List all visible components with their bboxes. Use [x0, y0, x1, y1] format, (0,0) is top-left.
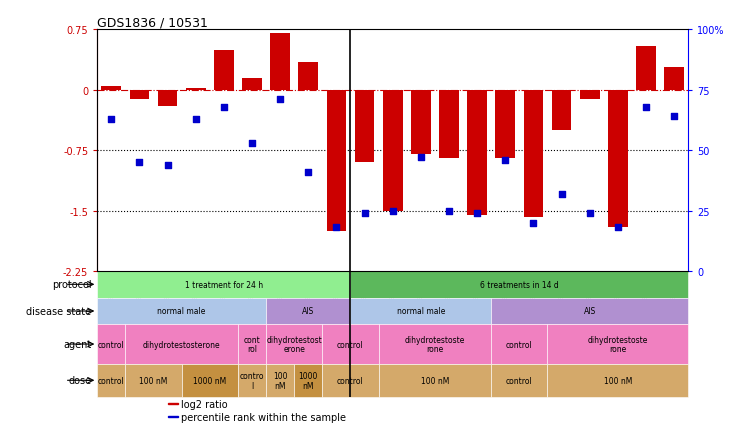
- Text: dihydrotestoste
rone: dihydrotestoste rone: [588, 335, 648, 354]
- Point: [190, 116, 202, 123]
- Text: control: control: [98, 376, 125, 385]
- Point: [443, 207, 455, 214]
- Bar: [126, 325, 238, 364]
- Point: [331, 224, 343, 231]
- Bar: [468, 91, 487, 215]
- Text: control: control: [98, 340, 125, 349]
- Text: protocol: protocol: [52, 279, 91, 289]
- Point: [275, 97, 286, 104]
- Bar: [378, 364, 491, 397]
- Text: 1 treatment for 24 h: 1 treatment for 24 h: [185, 280, 263, 289]
- Bar: [126, 364, 182, 397]
- Point: [133, 159, 145, 166]
- Text: control: control: [337, 376, 364, 385]
- Bar: [97, 271, 351, 298]
- Bar: [491, 325, 548, 364]
- Bar: [186, 89, 206, 91]
- Text: 1000
nM: 1000 nM: [298, 371, 318, 390]
- Point: [527, 220, 539, 227]
- Point: [105, 116, 117, 123]
- Bar: [580, 91, 599, 100]
- Point: [218, 104, 230, 111]
- Bar: [238, 364, 266, 397]
- Text: AIS: AIS: [302, 307, 314, 316]
- Text: 1000 nM: 1000 nM: [193, 376, 227, 385]
- Text: 100
nM: 100 nM: [273, 371, 287, 390]
- Text: control: control: [506, 376, 533, 385]
- Text: 6 treatments in 14 d: 6 treatments in 14 d: [480, 280, 559, 289]
- Bar: [266, 325, 322, 364]
- Point: [556, 191, 568, 198]
- Point: [668, 114, 680, 121]
- Point: [246, 140, 258, 147]
- Bar: [97, 364, 126, 397]
- Bar: [182, 364, 238, 397]
- Bar: [266, 298, 351, 325]
- Point: [302, 169, 314, 176]
- Text: dose: dose: [68, 375, 91, 385]
- Point: [471, 210, 483, 217]
- Point: [358, 210, 370, 217]
- Bar: [355, 91, 375, 163]
- Text: GDS1836 / 10531: GDS1836 / 10531: [97, 16, 208, 29]
- Bar: [129, 91, 150, 100]
- Bar: [298, 62, 318, 91]
- Text: 100 nM: 100 nM: [604, 376, 632, 385]
- Text: normal male: normal male: [158, 307, 206, 316]
- Text: cont
rol: cont rol: [244, 335, 260, 354]
- Bar: [322, 325, 378, 364]
- Bar: [351, 271, 688, 298]
- Point: [415, 155, 427, 161]
- Bar: [242, 79, 262, 91]
- Text: dihydrotestoste
rone: dihydrotestoste rone: [405, 335, 465, 354]
- Bar: [491, 364, 548, 397]
- Point: [499, 157, 511, 164]
- Bar: [158, 91, 177, 107]
- Text: 100 nM: 100 nM: [420, 376, 449, 385]
- Text: agent: agent: [63, 339, 91, 349]
- Bar: [97, 325, 126, 364]
- Point: [162, 162, 174, 169]
- Point: [612, 224, 624, 231]
- Point: [640, 104, 652, 111]
- Bar: [524, 91, 543, 217]
- Text: AIS: AIS: [583, 307, 596, 316]
- Bar: [491, 298, 688, 325]
- Bar: [102, 87, 121, 91]
- Bar: [266, 364, 294, 397]
- Bar: [214, 50, 233, 91]
- Bar: [351, 298, 491, 325]
- Text: contro
l: contro l: [240, 371, 264, 390]
- Bar: [327, 91, 346, 231]
- Bar: [411, 91, 431, 155]
- Text: disease state: disease state: [26, 306, 91, 316]
- Bar: [168, 417, 178, 418]
- Bar: [548, 364, 688, 397]
- Text: log2 ratio: log2 ratio: [181, 398, 227, 408]
- Bar: [378, 325, 491, 364]
- Bar: [238, 325, 266, 364]
- Bar: [552, 91, 571, 131]
- Point: [387, 207, 399, 214]
- Bar: [608, 91, 628, 227]
- Text: dihydrotestosterone: dihydrotestosterone: [143, 340, 221, 349]
- Bar: [294, 364, 322, 397]
- Point: [583, 210, 595, 217]
- Bar: [270, 34, 290, 91]
- Bar: [439, 91, 459, 159]
- Bar: [383, 91, 402, 211]
- Text: normal male: normal male: [396, 307, 445, 316]
- Bar: [664, 68, 684, 91]
- Bar: [168, 403, 178, 404]
- Bar: [636, 46, 656, 91]
- Bar: [495, 91, 515, 159]
- Text: control: control: [337, 340, 364, 349]
- Bar: [322, 364, 378, 397]
- Bar: [97, 298, 266, 325]
- Text: percentile rank within the sample: percentile rank within the sample: [181, 412, 346, 422]
- Bar: [548, 325, 688, 364]
- Text: 100 nM: 100 nM: [139, 376, 168, 385]
- Text: dihydrotestost
erone: dihydrotestost erone: [266, 335, 322, 354]
- Text: control: control: [506, 340, 533, 349]
